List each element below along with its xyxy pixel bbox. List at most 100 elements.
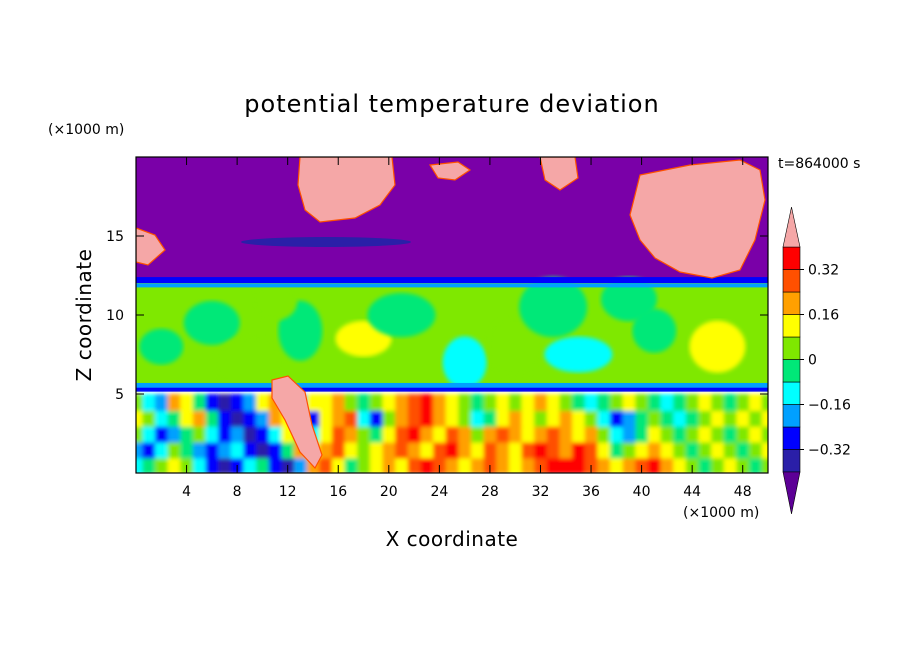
contour-cell — [572, 457, 586, 473]
contour-cell — [395, 441, 409, 459]
contour-cell — [546, 441, 561, 459]
mid-contour-cell — [442, 336, 487, 389]
contour-cell — [749, 457, 763, 473]
x-tick-label: 40 — [633, 484, 651, 500]
contour-cell — [407, 425, 422, 443]
x-tick-label: 48 — [734, 484, 752, 500]
contour-cell — [331, 409, 346, 427]
x-tick-label: 36 — [582, 484, 600, 500]
contour-cell — [521, 441, 536, 459]
contour-cell — [572, 394, 586, 411]
contour-cell — [698, 441, 713, 459]
mid-contour-cell — [139, 328, 184, 365]
x-tick-label: 8 — [233, 484, 242, 500]
contour-cell — [458, 457, 473, 473]
contour-cell — [647, 394, 662, 411]
contour-cell — [369, 394, 384, 411]
contour-cell — [458, 409, 473, 427]
contour-cell — [154, 394, 169, 411]
contour-cell — [142, 409, 157, 427]
contour-cell — [673, 409, 688, 427]
x-tick-label: 28 — [481, 484, 499, 500]
contour-cell — [319, 394, 334, 411]
upper-cold-band — [241, 237, 411, 247]
contour-cell — [357, 425, 372, 443]
inversion-band — [136, 382, 768, 388]
contour-cell — [142, 394, 157, 411]
contour-cell — [420, 409, 435, 427]
contour-cell — [268, 457, 283, 473]
contour-cell — [243, 394, 258, 411]
mid-contour-cell — [600, 277, 657, 322]
contour-cell — [711, 394, 725, 411]
contour-cell — [736, 441, 751, 459]
contour-cell — [445, 409, 460, 427]
anomaly-patch — [136, 227, 166, 266]
contour-cell — [180, 457, 195, 473]
contour-cell — [508, 394, 523, 411]
contour-cell — [319, 441, 334, 459]
contour-cell — [698, 457, 713, 473]
y-unit-label: (×1000 m) — [48, 122, 124, 138]
contour-cell — [635, 409, 650, 427]
contour-cell — [597, 441, 612, 459]
colorbar-tick-label: 0.16 — [808, 308, 839, 324]
contour-cell — [154, 425, 169, 443]
contour-cell — [622, 409, 637, 427]
contour-cell — [395, 457, 409, 473]
contour-cell — [761, 394, 768, 411]
contour-cell — [749, 441, 763, 459]
colorbar-swatch — [782, 381, 801, 405]
contour-cell — [508, 457, 523, 473]
contour-cell — [534, 425, 548, 443]
contour-cell — [483, 441, 498, 459]
contour-cell — [534, 409, 548, 427]
contour-cell — [685, 457, 700, 473]
contour-cell — [572, 409, 586, 427]
contour-cell — [660, 409, 675, 427]
contour-cell — [483, 394, 498, 411]
contour-cell — [357, 409, 372, 427]
contour-cell — [344, 409, 359, 427]
x-tick-label: 12 — [279, 484, 297, 500]
contour-cell — [647, 425, 662, 443]
contour-cell — [483, 425, 498, 443]
contour-cell — [243, 409, 258, 427]
contour-cell — [142, 457, 157, 473]
contour-cell — [344, 457, 359, 473]
contour-cell — [205, 409, 220, 427]
x-tick-label: 32 — [532, 484, 550, 500]
contour-cell — [546, 457, 561, 473]
contour-cell — [420, 425, 435, 443]
inversion-band — [136, 387, 768, 392]
contour-cell — [357, 441, 372, 459]
contour-cell — [218, 394, 232, 411]
contour-cell — [521, 457, 536, 473]
contour-cell — [256, 394, 270, 411]
y-tick-label: 10 — [106, 308, 124, 324]
contour-cell — [395, 425, 409, 443]
contour-cell — [382, 457, 397, 473]
contour-cell — [736, 409, 751, 427]
contour-cell — [496, 457, 511, 473]
contour-cell — [230, 425, 245, 443]
contour-cell — [584, 457, 599, 473]
contour-cell — [369, 425, 384, 443]
contour-cell — [420, 394, 435, 411]
contour-cell — [622, 394, 637, 411]
contour-cell — [230, 409, 245, 427]
contour-cell — [736, 457, 751, 473]
contour-cell — [496, 394, 511, 411]
contour-cell — [167, 441, 182, 459]
contour-cell — [344, 441, 359, 459]
contour-cell — [180, 441, 195, 459]
contour-cell — [673, 457, 688, 473]
contour-cell — [218, 441, 232, 459]
contour-cell — [711, 457, 725, 473]
contour-cell — [230, 394, 245, 411]
contour-cell — [319, 425, 334, 443]
anomaly-patch — [271, 375, 323, 470]
mid-contour-cell — [253, 284, 298, 321]
contour-cell — [344, 394, 359, 411]
contour-cell — [711, 409, 725, 427]
